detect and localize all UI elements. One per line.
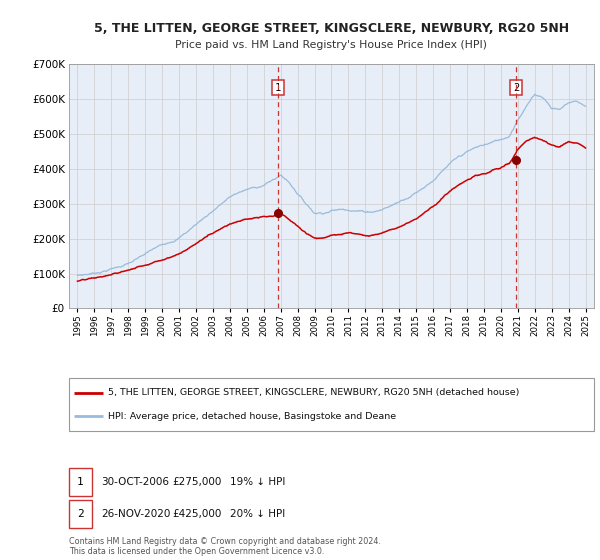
FancyBboxPatch shape (69, 378, 594, 431)
Text: 1: 1 (77, 477, 84, 487)
Text: 5, THE LITTEN, GEORGE STREET, KINGSCLERE, NEWBURY, RG20 5NH: 5, THE LITTEN, GEORGE STREET, KINGSCLERE… (94, 22, 569, 35)
Text: £275,000: £275,000 (173, 477, 222, 487)
Text: Price paid vs. HM Land Registry's House Price Index (HPI): Price paid vs. HM Land Registry's House … (175, 40, 487, 50)
Text: 1: 1 (275, 82, 281, 92)
Text: 26-NOV-2020: 26-NOV-2020 (101, 509, 170, 519)
Text: £425,000: £425,000 (173, 509, 222, 519)
Text: 2: 2 (77, 509, 84, 519)
Text: 30-OCT-2006: 30-OCT-2006 (101, 477, 169, 487)
Text: 2: 2 (513, 82, 519, 92)
Text: 19% ↓ HPI: 19% ↓ HPI (230, 477, 285, 487)
Text: Contains HM Land Registry data © Crown copyright and database right 2024.: Contains HM Land Registry data © Crown c… (69, 537, 381, 546)
Text: 20% ↓ HPI: 20% ↓ HPI (230, 509, 285, 519)
Text: This data is licensed under the Open Government Licence v3.0.: This data is licensed under the Open Gov… (69, 547, 325, 556)
Text: 5, THE LITTEN, GEORGE STREET, KINGSCLERE, NEWBURY, RG20 5NH (detached house): 5, THE LITTEN, GEORGE STREET, KINGSCLERE… (109, 389, 520, 398)
Text: HPI: Average price, detached house, Basingstoke and Deane: HPI: Average price, detached house, Basi… (109, 412, 397, 421)
